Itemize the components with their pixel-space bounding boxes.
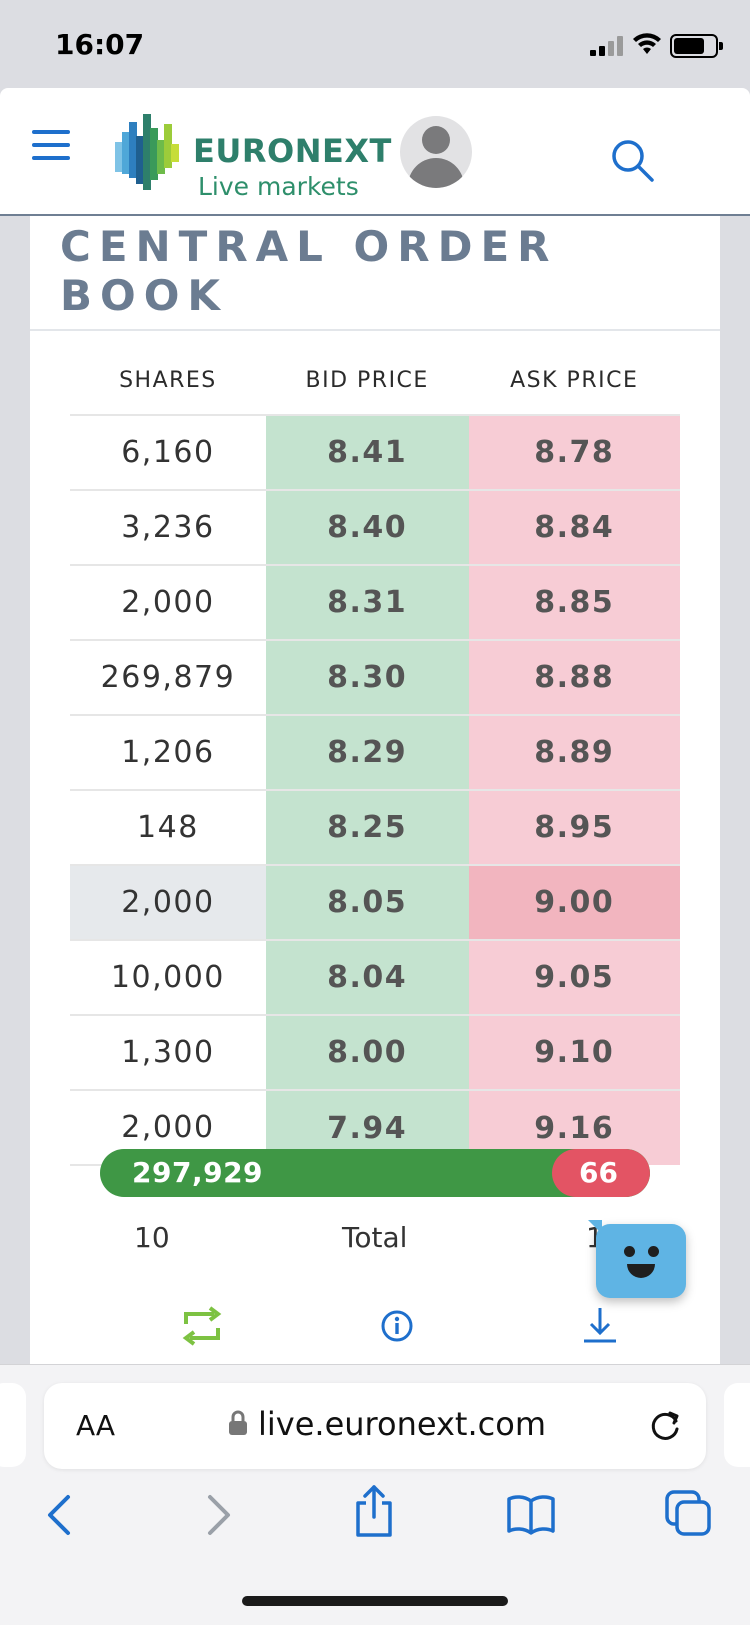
- ask-price-cell: 8.78: [468, 414, 680, 490]
- order-book-card: CENTRAL ORDER BOOK SHARES BID PRICE ASK …: [30, 216, 720, 1364]
- shares-cell: 6,160: [70, 414, 266, 490]
- status-time: 16:07: [55, 28, 145, 61]
- share-icon[interactable]: [354, 1483, 394, 1539]
- ask-price-cell: 8.88: [468, 639, 680, 715]
- site-header: EURONEXT Live markets: [0, 88, 750, 216]
- search-icon[interactable]: [610, 138, 656, 184]
- table-row: 269,879 8.30 8.88: [70, 639, 680, 715]
- address-bar[interactable]: AA live.euronext.com: [44, 1383, 706, 1469]
- back-icon[interactable]: [44, 1493, 74, 1537]
- bookmarks-icon[interactable]: [506, 1493, 556, 1535]
- ask-price-cell: 9.00: [468, 864, 680, 940]
- table-row: 10,000 8.04 9.05: [70, 939, 680, 1015]
- bid-price-cell: 8.05: [265, 864, 469, 940]
- table-row: 2,000 8.31 8.85: [70, 564, 680, 640]
- table-row: 1,300 8.00 9.10: [70, 1014, 680, 1090]
- table-row: 148 8.25 8.95: [70, 789, 680, 865]
- table-row: 1,206 8.29 8.89: [70, 714, 680, 790]
- ask-volume-fill: [552, 1149, 650, 1197]
- bid-price-cell: 8.30: [265, 639, 469, 715]
- chat-assistant-button[interactable]: [588, 1220, 686, 1298]
- ask-price-cell: 9.05: [468, 939, 680, 1015]
- column-header-ask-price: ASK PRICE: [510, 367, 639, 393]
- bid-price-cell: 8.31: [265, 564, 469, 640]
- column-header-shares: SHARES: [119, 367, 217, 393]
- totals-label: Total: [342, 1221, 408, 1254]
- refresh-icon[interactable]: [178, 1306, 226, 1346]
- bid-price-cell: 8.40: [265, 489, 469, 565]
- wifi-icon: [633, 33, 661, 54]
- browser-toolbar: AA live.euronext.com: [0, 1364, 750, 1625]
- shares-cell: 2,000: [70, 864, 266, 940]
- tabs-icon[interactable]: [664, 1489, 712, 1537]
- ask-price-cell: 8.95: [468, 789, 680, 865]
- ask-price-cell: 8.89: [468, 714, 680, 790]
- divider: [30, 329, 720, 331]
- battery-icon: [670, 34, 723, 58]
- column-header-bid-price: BID PRICE: [305, 367, 429, 393]
- shares-cell: 1,206: [70, 714, 266, 790]
- info-icon[interactable]: [380, 1309, 414, 1343]
- user-avatar[interactable]: [400, 116, 472, 188]
- shares-cell: 3,236: [70, 489, 266, 565]
- section-title: CENTRAL ORDER BOOK: [60, 222, 558, 320]
- ask-price-cell: 9.10: [468, 1014, 680, 1090]
- table-row-highlighted: 2,000 8.05 9.00: [70, 864, 680, 940]
- home-indicator: [242, 1596, 508, 1606]
- brand-name[interactable]: EURONEXT: [193, 132, 392, 170]
- ask-price-cell: 8.85: [468, 564, 680, 640]
- bid-volume-total: 297,929: [132, 1156, 264, 1189]
- reader-settings-button[interactable]: AA: [76, 1409, 116, 1442]
- order-book-table: SHARES BID PRICE ASK PRICE 6,160 8.41 8.…: [70, 346, 680, 1166]
- table-row: 6,160 8.41 8.78: [70, 414, 680, 490]
- shares-cell: 10,000: [70, 939, 266, 1015]
- shares-cell: 269,879: [70, 639, 266, 715]
- chatbot-face-icon: [624, 1246, 635, 1257]
- previous-tab-peek[interactable]: [0, 1383, 26, 1467]
- next-tab-peek[interactable]: [724, 1383, 750, 1467]
- bid-price-cell: 8.25: [265, 789, 469, 865]
- lock-icon: [229, 1410, 247, 1435]
- table-row: 2,000 7.94 9.16: [70, 1089, 680, 1166]
- shares-cell: 1,300: [70, 1014, 266, 1090]
- bid-price-cell: 8.00: [265, 1014, 469, 1090]
- bid-price-cell: 8.29: [265, 714, 469, 790]
- ask-volume-total: 66: [579, 1156, 618, 1189]
- status-bar: 16:07: [0, 0, 750, 88]
- bid-ask-volume-bar: 297,929 66: [100, 1149, 650, 1197]
- bid-price-cell: 8.04: [265, 939, 469, 1015]
- shares-cell: 2,000: [70, 564, 266, 640]
- cellular-signal-icon: [590, 36, 623, 56]
- ask-price-cell: 8.84: [468, 489, 680, 565]
- forward-icon[interactable]: [204, 1493, 234, 1537]
- bid-order-count: 10: [134, 1221, 170, 1254]
- brand-subtitle: Live markets: [198, 172, 359, 201]
- euronext-logo-icon[interactable]: [115, 114, 181, 194]
- download-icon[interactable]: [582, 1306, 618, 1344]
- url-text[interactable]: live.euronext.com: [258, 1405, 546, 1443]
- reload-icon[interactable]: [648, 1407, 684, 1443]
- menu-icon[interactable]: [32, 130, 70, 164]
- bid-price-cell: 8.41: [265, 414, 469, 490]
- shares-cell: 148: [70, 789, 266, 865]
- table-row: 3,236 8.40 8.84: [70, 489, 680, 565]
